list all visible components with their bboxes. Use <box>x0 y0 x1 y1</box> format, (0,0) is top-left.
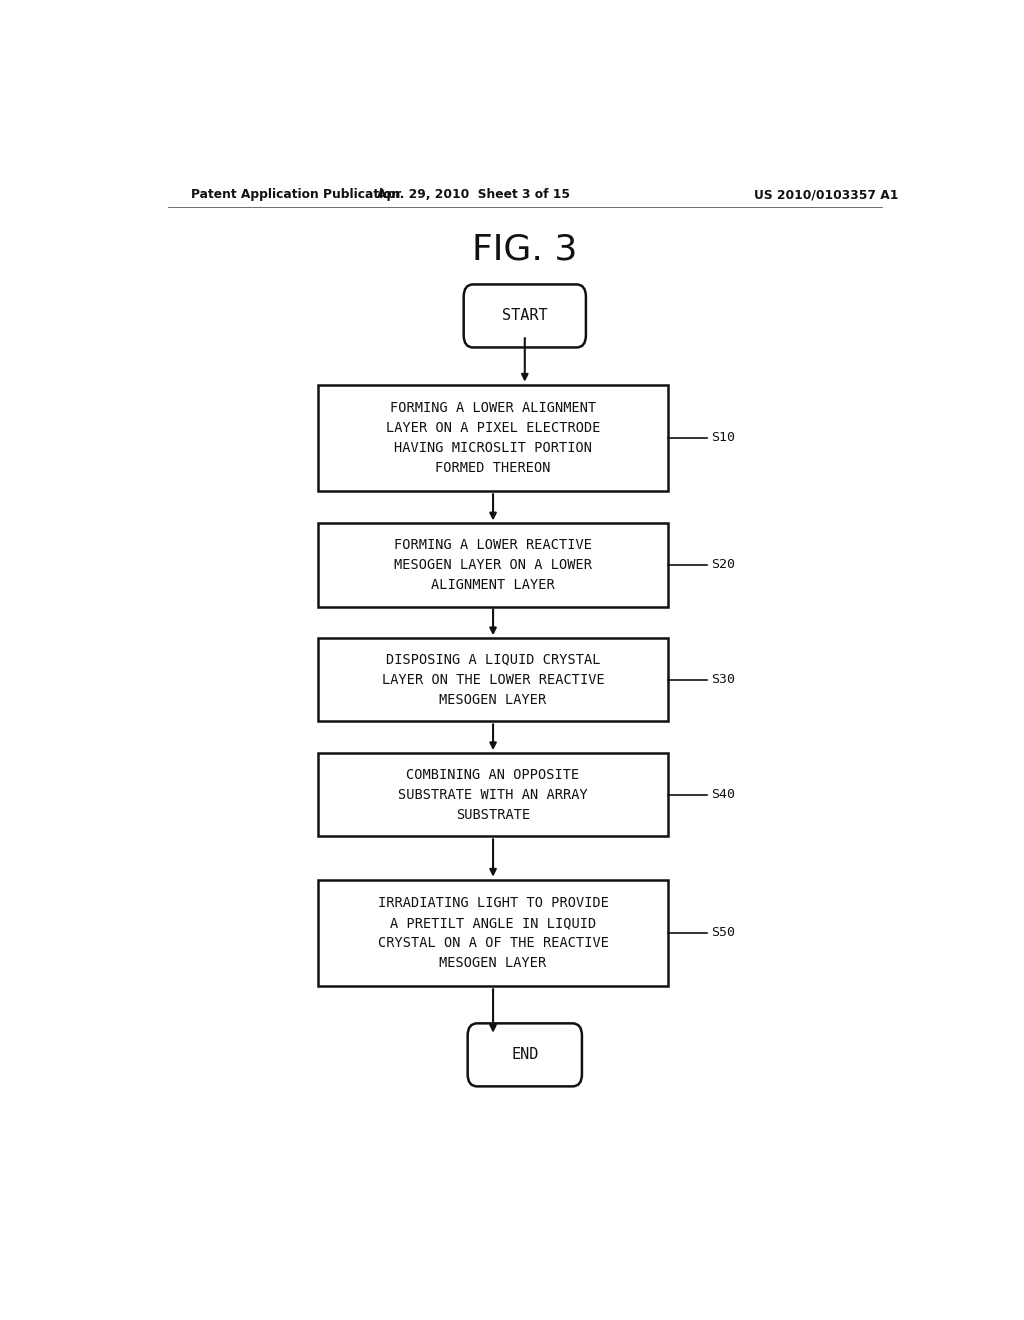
Text: US 2010/0103357 A1: US 2010/0103357 A1 <box>755 189 898 202</box>
Bar <box>318 384 668 491</box>
Text: END: END <box>511 1047 539 1063</box>
Bar <box>318 638 668 722</box>
Bar <box>318 752 668 837</box>
Bar <box>318 523 668 607</box>
Text: S40: S40 <box>712 788 735 801</box>
Text: FIG. 3: FIG. 3 <box>472 232 578 267</box>
Text: DISPOSING A LIQUID CRYSTAL
LAYER ON THE LOWER REACTIVE
MESOGEN LAYER: DISPOSING A LIQUID CRYSTAL LAYER ON THE … <box>382 653 604 708</box>
FancyBboxPatch shape <box>464 284 586 347</box>
Text: S20: S20 <box>712 558 735 572</box>
FancyBboxPatch shape <box>468 1023 582 1086</box>
Bar <box>318 879 668 986</box>
Text: FORMING A LOWER ALIGNMENT
LAYER ON A PIXEL ELECTRODE
HAVING MICROSLIT PORTION
FO: FORMING A LOWER ALIGNMENT LAYER ON A PIX… <box>386 401 600 475</box>
Text: S30: S30 <box>712 673 735 686</box>
Text: S10: S10 <box>712 432 735 445</box>
Text: COMBINING AN OPPOSITE
SUBSTRATE WITH AN ARRAY
SUBSTRATE: COMBINING AN OPPOSITE SUBSTRATE WITH AN … <box>398 768 588 822</box>
Text: Apr. 29, 2010  Sheet 3 of 15: Apr. 29, 2010 Sheet 3 of 15 <box>377 189 569 202</box>
Text: Patent Application Publication: Patent Application Publication <box>191 189 400 202</box>
Text: S50: S50 <box>712 927 735 940</box>
Text: IRRADIATING LIGHT TO PROVIDE
A PRETILT ANGLE IN LIQUID
CRYSTAL ON A OF THE REACT: IRRADIATING LIGHT TO PROVIDE A PRETILT A… <box>378 896 608 970</box>
Text: START: START <box>502 309 548 323</box>
Text: FORMING A LOWER REACTIVE
MESOGEN LAYER ON A LOWER
ALIGNMENT LAYER: FORMING A LOWER REACTIVE MESOGEN LAYER O… <box>394 539 592 591</box>
